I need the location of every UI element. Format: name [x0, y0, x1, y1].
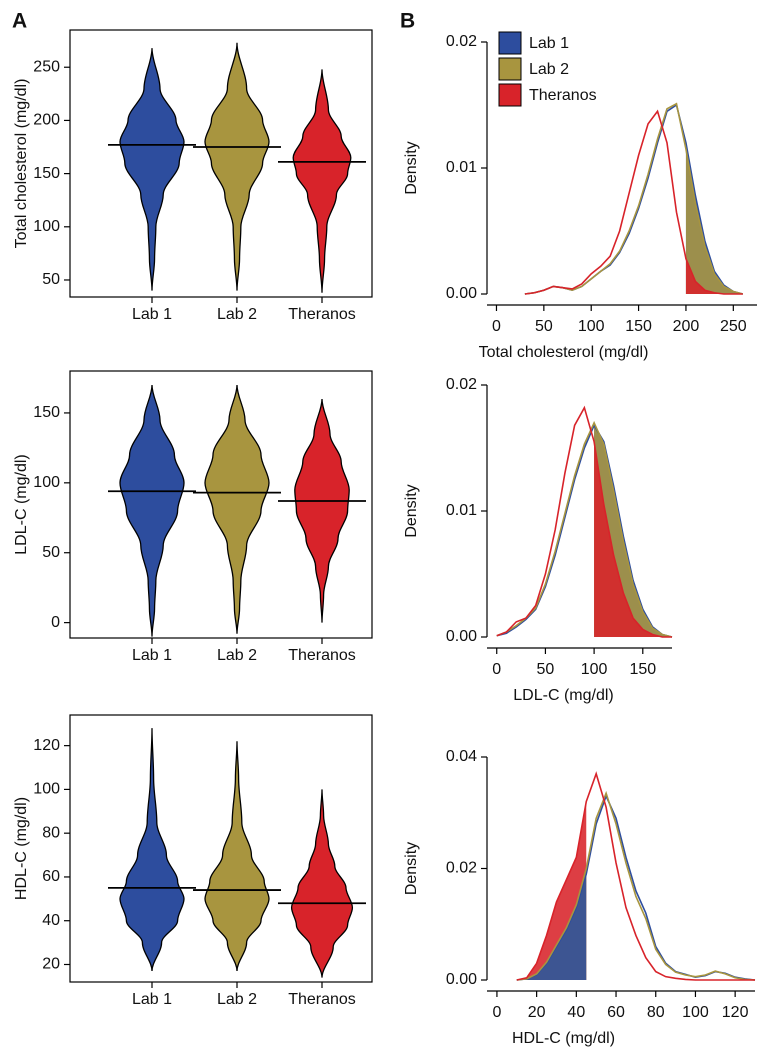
y-tick-label: 40	[42, 912, 60, 929]
density-line	[516, 790, 756, 981]
y-axis-label: Total cholesterol (mg/dl)	[13, 79, 30, 249]
x-tick-label: Theranos	[288, 306, 356, 323]
y-axis-label: LDL-C (mg/dl)	[13, 454, 30, 554]
violin	[119, 727, 185, 972]
x-tick-label: 250	[720, 318, 747, 335]
x-tick-label: 150	[625, 318, 652, 335]
y-axis-label: Density	[403, 484, 420, 537]
y-tick-label: 0.01	[446, 159, 477, 176]
plot-frame	[69, 714, 373, 983]
violin	[290, 788, 354, 978]
density-line	[496, 420, 673, 638]
x-tick-label: 0	[492, 661, 501, 678]
y-tick-label: 0.00	[446, 971, 477, 988]
violin	[292, 68, 352, 293]
x-tick-label: 50	[535, 318, 553, 335]
y-tick-label: 80	[42, 824, 60, 841]
x-tick-label: 100	[578, 318, 605, 335]
violin	[204, 741, 270, 972]
plot-frame	[69, 29, 373, 298]
y-tick-label: 100	[33, 218, 60, 235]
y-tick-label: 100	[33, 474, 60, 491]
legend-label: Theranos	[529, 87, 597, 104]
x-tick-label: 0	[492, 318, 501, 335]
y-tick-label: 120	[33, 737, 60, 754]
y-tick-label: 0.04	[446, 748, 477, 765]
legend-swatch	[498, 83, 522, 107]
y-tick-label: 0.01	[446, 502, 477, 519]
x-tick-label: 200	[673, 318, 700, 335]
violin	[204, 42, 270, 291]
y-tick-label: 100	[33, 781, 60, 798]
legend-label: Lab 1	[529, 35, 569, 52]
violin	[204, 384, 270, 634]
x-axis-label: LDL-C (mg/dl)	[513, 687, 613, 704]
legend-swatch	[498, 31, 522, 55]
legend-label: Lab 2	[529, 61, 569, 78]
violin	[119, 384, 185, 637]
y-tick-label: 150	[33, 165, 60, 182]
panel-label: A	[12, 10, 27, 33]
x-tick-label: 0	[492, 1004, 501, 1021]
x-tick-label: Lab 2	[217, 647, 257, 664]
y-tick-label: 0.02	[446, 860, 477, 877]
y-tick-label: 250	[33, 58, 60, 75]
y-tick-label: 0.02	[446, 33, 477, 50]
density-shade	[594, 441, 672, 637]
x-tick-label: 100	[581, 661, 608, 678]
x-tick-label: Lab 2	[217, 306, 257, 323]
x-tick-label: 80	[647, 1004, 665, 1021]
x-axis-label: HDL-C (mg/dl)	[512, 1030, 615, 1047]
density-shade	[685, 149, 743, 294]
y-axis-label: Density	[403, 141, 420, 194]
x-tick-label: 150	[629, 661, 656, 678]
density-line	[524, 109, 743, 295]
density-shade	[685, 258, 743, 294]
x-tick-label: 40	[567, 1004, 585, 1021]
y-axis-label: HDL-C (mg/dl)	[13, 797, 30, 900]
x-tick-label: 100	[682, 1004, 709, 1021]
plot-frame	[69, 370, 373, 639]
y-tick-label: 60	[42, 868, 60, 885]
y-tick-label: 50	[42, 271, 60, 288]
y-tick-label: 200	[33, 112, 60, 129]
y-tick-label: 0.02	[446, 376, 477, 393]
x-tick-label: 120	[722, 1004, 749, 1021]
x-tick-label: 60	[607, 1004, 625, 1021]
y-tick-label: 0	[51, 614, 60, 631]
y-axis-label: Density	[403, 842, 420, 895]
x-tick-label: Theranos	[288, 991, 356, 1008]
y-tick-label: 50	[42, 544, 60, 561]
x-tick-label: Lab 1	[132, 991, 172, 1008]
density-shade	[516, 874, 587, 980]
x-tick-label: Theranos	[288, 647, 356, 664]
panel-label: B	[400, 10, 415, 33]
y-tick-label: 150	[33, 404, 60, 421]
density-line	[496, 423, 673, 638]
x-axis-label: Total cholesterol (mg/dl)	[479, 344, 649, 361]
violin	[294, 398, 350, 623]
density-line	[516, 771, 755, 981]
density-line	[496, 405, 672, 638]
y-tick-label: 0.00	[446, 285, 477, 302]
y-tick-label: 0.00	[446, 628, 477, 645]
x-tick-label: 50	[537, 661, 555, 678]
y-tick-label: 20	[42, 956, 60, 973]
legend-swatch	[498, 57, 522, 81]
x-tick-label: Lab 1	[132, 306, 172, 323]
x-tick-label: Lab 1	[132, 647, 172, 664]
x-tick-label: Lab 2	[217, 991, 257, 1008]
violin	[119, 47, 185, 291]
x-tick-label: 20	[528, 1004, 546, 1021]
